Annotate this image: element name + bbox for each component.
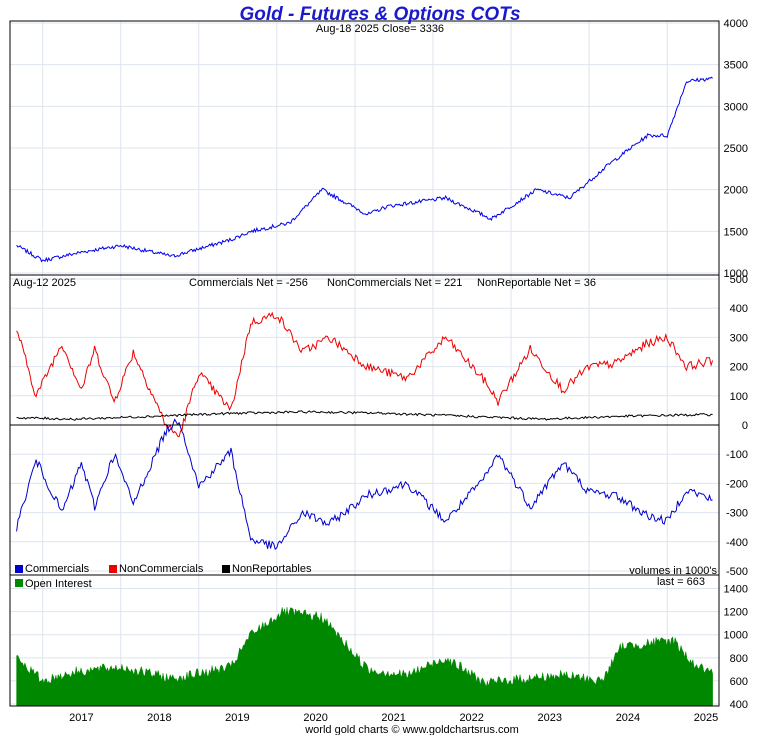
- legend-commercials: Commercials: [25, 563, 90, 575]
- commercials-line: [16, 418, 713, 550]
- commercials-net: Commercials Net = -256: [189, 277, 308, 289]
- y-tick-label: 0: [742, 420, 748, 432]
- x-tick-label: 2019: [225, 712, 249, 724]
- x-tick-label: 2018: [147, 712, 171, 724]
- price-note: Aug-18 2025 Close= 3336: [316, 23, 444, 35]
- y-tick-label: -500: [726, 566, 748, 578]
- x-tick-label: 2023: [537, 712, 561, 724]
- axis-ticks: 2017 2018 2019 2020 2021 2022 2023 2024 20251000…: [69, 18, 748, 724]
- series-layer: [16, 76, 714, 707]
- footer-credit: world gold charts © www.goldchartsrus.co…: [304, 724, 519, 735]
- y-tick-label: 4000: [724, 18, 748, 30]
- y-tick-label: -100: [726, 449, 748, 461]
- y-tick-label: 400: [730, 303, 748, 315]
- legend: Commercials NonCommercials NonReportable…: [15, 563, 312, 590]
- y-tick-label: -300: [726, 508, 748, 520]
- y-tick-label: -200: [726, 478, 748, 490]
- last-note: last = 663: [657, 576, 705, 588]
- y-tick-label: 1500: [724, 226, 748, 238]
- price-line: [16, 76, 713, 263]
- open-interest-area: [16, 607, 713, 707]
- y-tick-label: 100: [730, 391, 748, 403]
- chart-title: Gold - Futures & Options COTs: [239, 4, 520, 25]
- x-tick-label: 2022: [459, 712, 483, 724]
- y-tick-label: 1000: [724, 630, 748, 642]
- y-tick-label: 800: [730, 653, 748, 665]
- y-tick-label: 400: [730, 699, 748, 711]
- y-tick-label: 600: [730, 676, 748, 688]
- y-tick-label: 200: [730, 362, 748, 374]
- legend-open-interest: Open Interest: [25, 578, 92, 590]
- noncommercials-line: [16, 311, 714, 438]
- legend-swatch-nonreportables: [222, 565, 230, 573]
- legend-swatch-noncommercials: [109, 565, 117, 573]
- x-tick-label: 2020: [303, 712, 327, 724]
- oi-panel-frame: [9, 574, 720, 707]
- x-tick-label: 2021: [381, 712, 405, 724]
- y-tick-label: 500: [730, 274, 748, 286]
- legend-swatch-open-interest: [15, 579, 23, 587]
- y-tick-label: 1000: [724, 268, 748, 280]
- y-tick-label: 1400: [724, 584, 748, 596]
- y-tick-label: 300: [730, 332, 748, 344]
- legend-noncommercials: NonCommercials: [119, 563, 204, 575]
- cot-date: Aug-12 2025: [13, 277, 76, 289]
- noncommercials-net: NonCommercials Net = 221: [327, 277, 462, 289]
- x-tick-label: 2017: [69, 712, 93, 724]
- x-tick-label: 2025: [694, 712, 718, 724]
- y-tick-label: -400: [726, 537, 748, 549]
- y-tick-label: 2500: [724, 143, 748, 155]
- legend-nonreportables: NonReportables: [232, 563, 312, 575]
- volumes-note: volumes in 1000's: [629, 565, 717, 577]
- y-tick-label: 2000: [724, 185, 748, 197]
- y-tick-label: 1200: [724, 607, 748, 619]
- x-tick-label: 2024: [616, 712, 640, 724]
- y-tick-label: 3000: [724, 101, 748, 113]
- legend-swatch-commercials: [15, 565, 23, 573]
- nonreportables-line: [16, 410, 713, 421]
- nonreportable-net: NonReportable Net = 36: [477, 277, 596, 289]
- y-tick-label: 3500: [724, 60, 748, 72]
